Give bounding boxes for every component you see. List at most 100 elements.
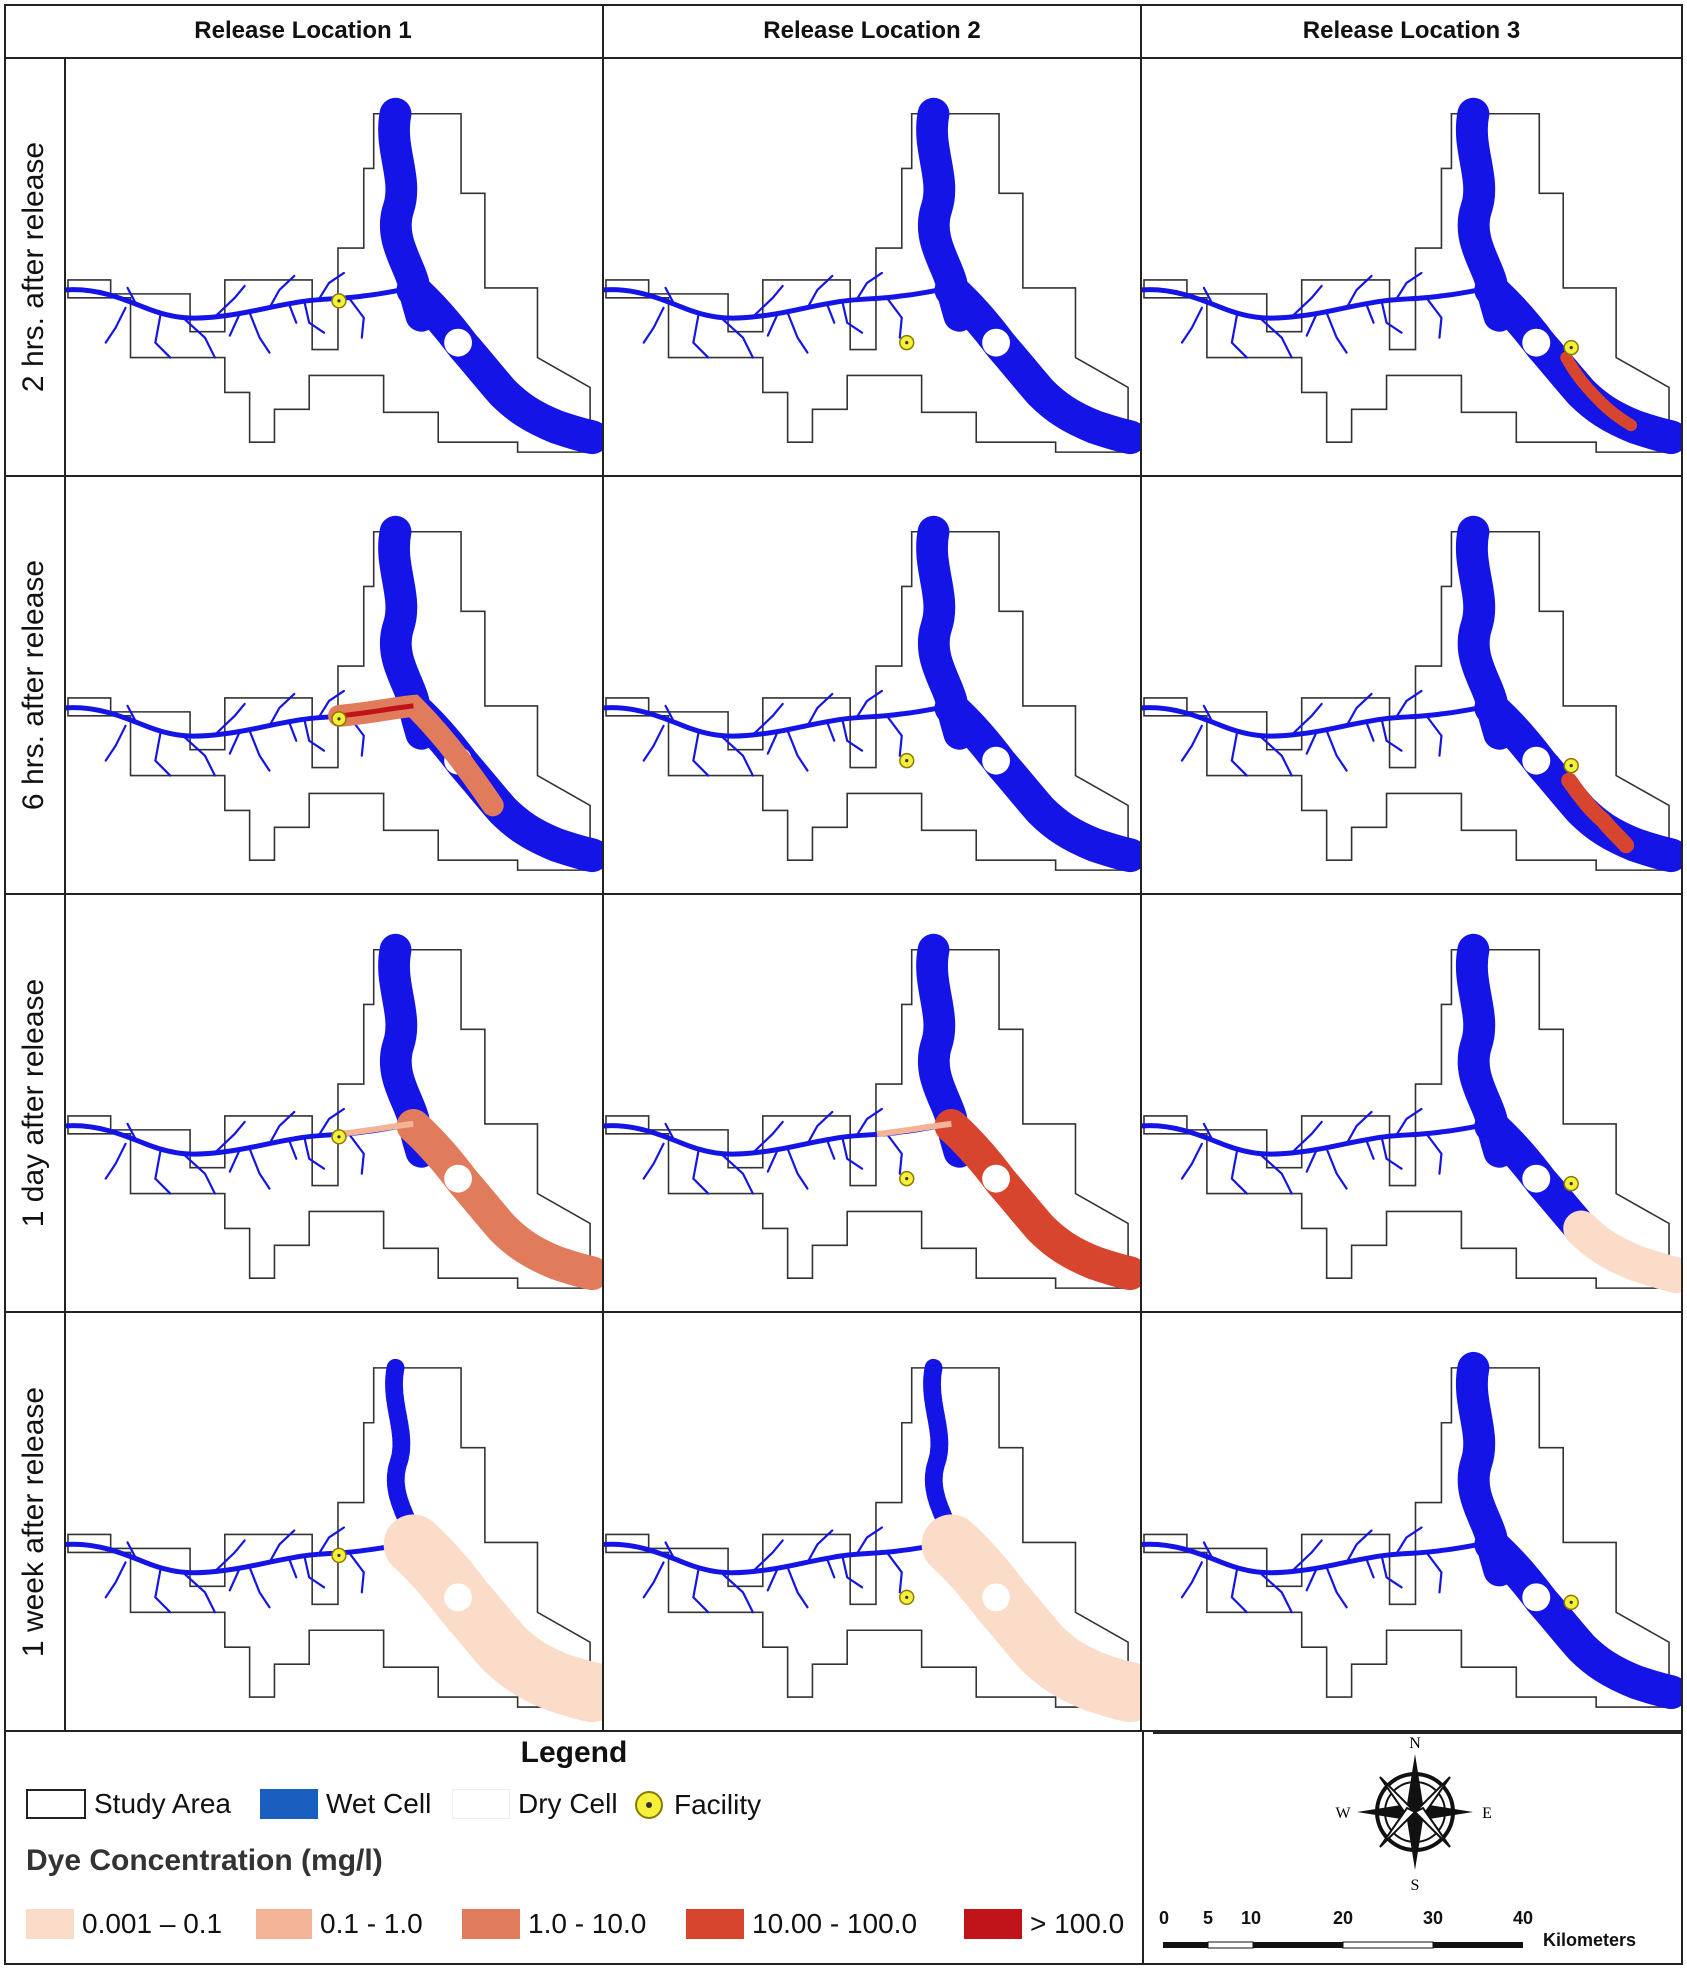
tributary bbox=[184, 1573, 216, 1614]
tributary bbox=[1380, 717, 1403, 752]
tributary bbox=[1290, 1120, 1323, 1154]
facility-label: Facility bbox=[674, 1789, 762, 1820]
north-arrow-and-scale: N S W E 0 5 10 20 30 40 Kilometers bbox=[1145, 1732, 1683, 1965]
tributary bbox=[1290, 1539, 1323, 1573]
tributary bbox=[303, 1135, 326, 1170]
tributary bbox=[856, 271, 884, 300]
southeast-channel bbox=[1474, 272, 1681, 455]
tributary bbox=[642, 724, 665, 762]
dye-plume bbox=[1563, 1210, 1681, 1294]
legend-item-facility: Facility bbox=[632, 1788, 761, 1822]
row-label: 1 week after release bbox=[17, 1386, 50, 1657]
dye-swatch bbox=[462, 1909, 520, 1939]
river-channel bbox=[1142, 285, 1494, 321]
tributary bbox=[126, 286, 137, 304]
tributary bbox=[154, 314, 172, 359]
channel-island bbox=[982, 1164, 1010, 1193]
row-header-4: 1 week after release bbox=[4, 1313, 66, 1732]
southeast-channel bbox=[383, 1514, 602, 1723]
tributary bbox=[664, 704, 675, 722]
tributary bbox=[126, 1122, 137, 1140]
map-panel-r1-c1 bbox=[66, 59, 604, 477]
tributary bbox=[213, 702, 246, 736]
tributary bbox=[1305, 730, 1318, 755]
scale-tick-0: 0 bbox=[1159, 1908, 1170, 1928]
channel-island bbox=[982, 1583, 1010, 1612]
tributary bbox=[1202, 1122, 1213, 1140]
map-panel-r1-c2 bbox=[604, 59, 1142, 477]
study-area-boundary bbox=[67, 112, 591, 453]
tributary bbox=[722, 1573, 754, 1614]
scale-unit: Kilometers bbox=[1543, 1930, 1637, 1950]
dye-plume bbox=[1560, 351, 1638, 432]
river-channel bbox=[66, 285, 416, 321]
dye-class-5: > 100.0 bbox=[964, 1908, 1124, 1940]
column-header-1: Release Location 1 bbox=[4, 4, 604, 59]
tributary bbox=[806, 692, 834, 727]
row-header-2: 6 hrs. after release bbox=[4, 477, 66, 895]
tributary bbox=[268, 274, 296, 309]
legend-item-wet-cell: Wet Cell bbox=[260, 1788, 431, 1820]
tributary bbox=[1395, 1526, 1423, 1555]
compass-w: W bbox=[1335, 1805, 1351, 1822]
legend-item-study-area: Study Area bbox=[26, 1788, 231, 1820]
legend: Legend Study Area Wet Cell Dry Cell Faci… bbox=[4, 1732, 1144, 1965]
dye-swatch bbox=[256, 1909, 312, 1939]
tributary bbox=[126, 704, 137, 722]
tributary bbox=[104, 1142, 127, 1180]
map-panel-r4-c1 bbox=[66, 1313, 604, 1732]
tributary bbox=[722, 736, 754, 777]
row-header-1: 2 hrs. after release bbox=[4, 59, 66, 477]
tributary bbox=[1260, 318, 1293, 359]
tributary bbox=[786, 729, 809, 772]
legend-item-dry-cell: Dry Cell bbox=[452, 1788, 618, 1820]
tributary bbox=[104, 724, 127, 762]
map-panel-r1-c3 bbox=[1142, 59, 1683, 477]
tributary bbox=[806, 1110, 834, 1145]
tributary bbox=[347, 296, 365, 339]
tributary bbox=[1202, 704, 1213, 722]
river-channel bbox=[604, 285, 954, 321]
river-channel bbox=[1142, 1121, 1494, 1157]
scale-tick-30: 30 bbox=[1423, 1908, 1444, 1928]
study-area-boundary bbox=[605, 1367, 1129, 1708]
study-area-label: Study Area bbox=[94, 1788, 231, 1819]
study-area-boundary bbox=[67, 1367, 591, 1708]
channel-island bbox=[444, 1583, 472, 1612]
dye-class-2: 0.1 - 1.0 bbox=[256, 1908, 423, 1940]
tributary bbox=[213, 1120, 246, 1154]
row-header-3: 1 day after release bbox=[4, 895, 66, 1313]
legend-title: Legend bbox=[520, 1736, 628, 1769]
tributary bbox=[766, 312, 779, 337]
tributary bbox=[1202, 286, 1213, 304]
compass-s: S bbox=[1411, 1877, 1420, 1894]
tributary bbox=[228, 312, 241, 337]
tributary bbox=[104, 1561, 127, 1599]
study-area-boundary bbox=[1143, 1367, 1670, 1708]
map-panel-r2-c2 bbox=[604, 477, 1142, 895]
tributary bbox=[692, 1150, 710, 1195]
tributary bbox=[841, 299, 864, 334]
tributary bbox=[1290, 702, 1323, 736]
tributary bbox=[885, 1551, 903, 1594]
dye-class-label: 10.00 - 100.0 bbox=[752, 1908, 918, 1939]
facility-icon bbox=[635, 1791, 663, 1819]
tributary bbox=[1260, 736, 1293, 777]
channel-island bbox=[982, 328, 1010, 357]
study-area-boundary bbox=[67, 948, 591, 1289]
dye-class-3: 1.0 - 10.0 bbox=[462, 1908, 646, 1940]
tributary bbox=[1230, 1150, 1248, 1195]
wet-cell-swatch bbox=[260, 1789, 318, 1819]
compass-e: E bbox=[1482, 1805, 1492, 1822]
study-area-boundary bbox=[1143, 948, 1670, 1289]
tributary bbox=[766, 730, 779, 755]
tributary bbox=[826, 1139, 836, 1160]
tributary bbox=[664, 1122, 675, 1140]
tributary bbox=[1180, 306, 1203, 344]
tributary bbox=[1365, 303, 1375, 324]
dye-class-label: 1.0 - 10.0 bbox=[528, 1908, 647, 1939]
tributary bbox=[1260, 1573, 1293, 1614]
dry-cell-swatch bbox=[452, 1789, 510, 1819]
tributary bbox=[318, 689, 346, 718]
tributary bbox=[1180, 1142, 1203, 1180]
